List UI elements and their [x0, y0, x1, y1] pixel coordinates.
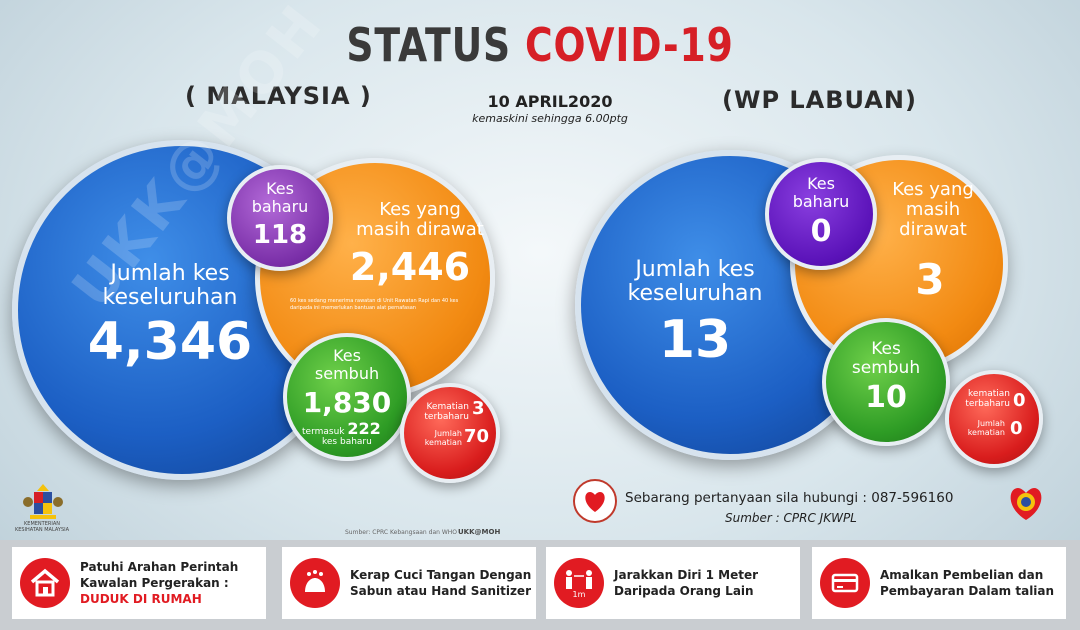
labuan-recovered-value: 10 — [865, 380, 907, 415]
jkwpl-logo-icon — [1010, 488, 1042, 520]
house-icon — [20, 558, 70, 608]
labuan-ongoing-value: 3 — [915, 255, 945, 304]
ministry-text: KEMENTERIAN KESIHATAN MALAYSIA — [14, 521, 70, 533]
labuan-total-label: Jumlah kes keseluruhan — [627, 257, 763, 307]
malaysia-ongoing-note: 60 kes sedang menerima rawatan di Unit R… — [290, 298, 459, 311]
advice-text-4: Amalkan Pembelian dan Pembayaran Dalam t… — [880, 567, 1055, 598]
malaysia-new-label: Kes baharu — [251, 179, 309, 216]
title-status: STATUS — [346, 18, 512, 72]
jkwpl-heart-logo-icon — [573, 479, 617, 523]
labuan-recovered-label: Kes sembuh — [851, 339, 921, 378]
malaysia-ongoing-value: 2,446 — [349, 245, 471, 289]
labuan-total-value: 13 — [658, 310, 732, 370]
update-time: kemaskini sehingga 6.00ptg — [472, 112, 628, 125]
malaysia-recovered-cases — [283, 333, 411, 461]
labuan-deaths — [945, 370, 1043, 468]
labuan-new-cases — [765, 158, 877, 270]
labuan-ongoing-label: Kes yang masih dirawat — [892, 179, 974, 240]
malaysia-recovered-note: termasuk 222 kes baharu — [302, 419, 381, 447]
labuan-new-label: Kes baharu — [792, 174, 850, 211]
malaysia-total-label: Jumlah kes keseluruhan — [102, 261, 238, 311]
distance-icon: 1m — [554, 558, 604, 608]
labuan-death-new-label: kematian terbaharu — [965, 389, 1010, 409]
advice-card-stay-home: Patuhi Arahan Perintah Kawalan Pergeraka… — [12, 547, 266, 619]
malaysia-new-value: 118 — [252, 220, 308, 250]
malaysia-recovered-label: Kes sembuh — [314, 346, 380, 383]
report-date: 10 APRIL2020 — [487, 92, 613, 111]
advice-card-distance: 1m Jarakkan Diri 1 Meter Daripada Orang … — [546, 547, 800, 619]
malaysia-death-new-value: 3 — [472, 398, 485, 419]
malaysia-deaths — [400, 383, 500, 483]
advice-card-handwash: Kerap Cuci Tangan Dengan Sabun atau Hand… — [282, 547, 536, 619]
advice-text-1: Patuhi Arahan Perintah Kawalan Pergeraka… — [80, 559, 239, 607]
region-malaysia: ( MALAYSIA ) — [185, 82, 372, 110]
labuan-death-new-value: 0 — [1013, 390, 1026, 411]
ministry-crest-icon — [23, 484, 63, 519]
malaysia-death-total-value: 70 — [464, 426, 490, 447]
malaysia-total-value: 4,346 — [87, 312, 253, 372]
advice-card-online-payment: Amalkan Pembelian dan Pembayaran Dalam t… — [812, 547, 1066, 619]
card-payment-icon — [820, 558, 870, 608]
labuan-death-total-value: 0 — [1010, 418, 1023, 439]
malaysia-death-total-label: Jumlah kematian — [424, 429, 462, 447]
malaysia-recovered-value: 1,830 — [302, 386, 392, 419]
labuan-death-total-label: Jumlah kematian — [967, 419, 1005, 437]
ukk-credit: UKK@MOH — [458, 528, 501, 536]
handwash-icon — [290, 558, 340, 608]
source-text: Sumber : CPRC JKWPL — [725, 511, 857, 525]
advice-text-2: Kerap Cuci Tangan Dengan Sabun atau Hand… — [350, 567, 532, 598]
advice-text-3: Jarakkan Diri 1 Meter Daripada Orang Lai… — [614, 567, 759, 598]
labuan-new-value: 0 — [810, 214, 832, 249]
region-labuan: (WP LABUAN) — [722, 86, 917, 114]
malaysia-death-new-label: Kematian terbaharu — [424, 402, 469, 422]
svg-text:1m: 1m — [573, 590, 586, 599]
contact-text: Sebarang pertanyaan sila hubungi : 087-5… — [625, 490, 954, 506]
malaysia-ongoing-label: Kes yang masih dirawat — [356, 199, 484, 240]
title-covid: COVID-19 — [524, 18, 734, 72]
small-source: Sumber: CPRC Kebangsaan dan WHO — [345, 529, 457, 536]
labuan-recovered-cases — [822, 318, 950, 446]
page-title: STATUS COVID-19 — [97, 18, 983, 72]
malaysia-new-cases — [227, 165, 333, 271]
